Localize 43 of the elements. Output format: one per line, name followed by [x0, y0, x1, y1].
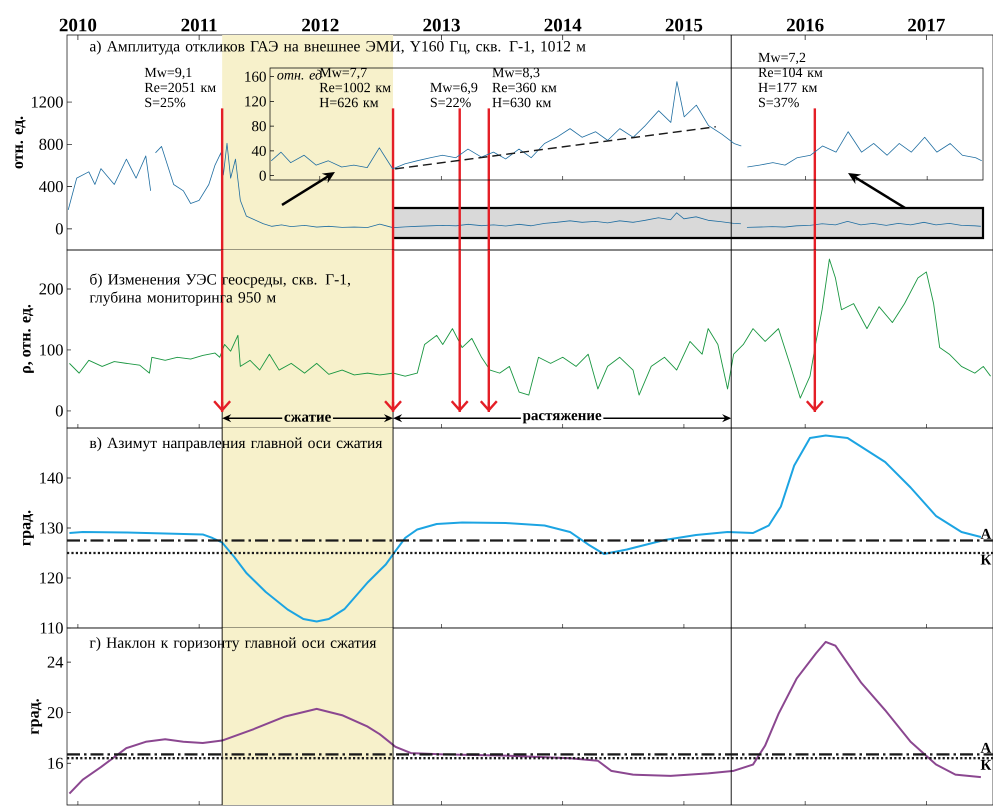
- y-tick-label: 110: [40, 622, 63, 634]
- x-tick-label: 2012: [302, 18, 338, 32]
- y-tick-label: 20: [48, 707, 63, 718]
- y-axis-title: град.: [31, 699, 42, 734]
- y-axis-title: отн. ед.: [15, 116, 26, 168]
- y-tick-label: 0: [56, 405, 63, 416]
- x-tick-label: 2016: [786, 18, 824, 32]
- y-tick-label: 80: [252, 121, 266, 132]
- ref-line-label: К: [980, 554, 992, 565]
- y-tick-label: 24: [48, 656, 64, 668]
- y-tick-label: 1200: [32, 96, 63, 108]
- y-tick-label: 200: [39, 283, 63, 295]
- y-tick-label: 130: [40, 522, 63, 534]
- annotation: Mw=7,7 Re=1002 км H=626 км: [320, 68, 391, 108]
- ref-line-label: А: [980, 528, 992, 539]
- annotation: Mw=8,3 Re=360 км H=630 км: [492, 68, 556, 108]
- x-tick-label: 2013: [423, 18, 460, 32]
- x-tick-label: 2015: [666, 18, 702, 32]
- x-tick-label: 2017: [908, 18, 945, 32]
- annotation: Mw=6,9 S=22%: [430, 82, 478, 108]
- y-axis-title: ρ, отн. ед.: [22, 304, 34, 373]
- annotation: Mw=9,1 Re=2051 км S=25%: [144, 68, 216, 108]
- y-tick-label: 40: [252, 146, 266, 156]
- y-tick-label: 800: [39, 138, 63, 150]
- annotation: растяжение: [522, 413, 602, 424]
- x-tick-label: 2011: [181, 18, 217, 32]
- y-tick-label: 140: [40, 472, 63, 484]
- y-tick-label: 160: [245, 72, 266, 82]
- x-tick-label: 2014: [544, 18, 582, 32]
- chart-title: а) Амплитуда откликов ГАЭ на внешнее ЭМИ, Y160 Гц, скв. Г-1, 1012 м: [90, 40, 586, 55]
- annotation: Mw=7,2 Re=104 км H=177 км S=37%: [758, 52, 822, 108]
- y-tick-label: 100: [40, 344, 63, 356]
- y-tick-label: 120: [245, 96, 266, 106]
- y-tick-label: 16: [48, 758, 63, 769]
- y-axis-title: град.: [22, 510, 34, 546]
- y-tick-label: 0: [260, 170, 266, 181]
- x-tick-label: 2010: [60, 18, 96, 32]
- ref-line-label: А: [980, 742, 992, 753]
- ref-line-label: К: [980, 760, 992, 770]
- annotation: сжатие: [284, 414, 331, 422]
- y-tick-label: 400: [39, 181, 63, 192]
- y-tick-label: 120: [40, 572, 63, 584]
- y-tick-label: 0: [56, 223, 63, 234]
